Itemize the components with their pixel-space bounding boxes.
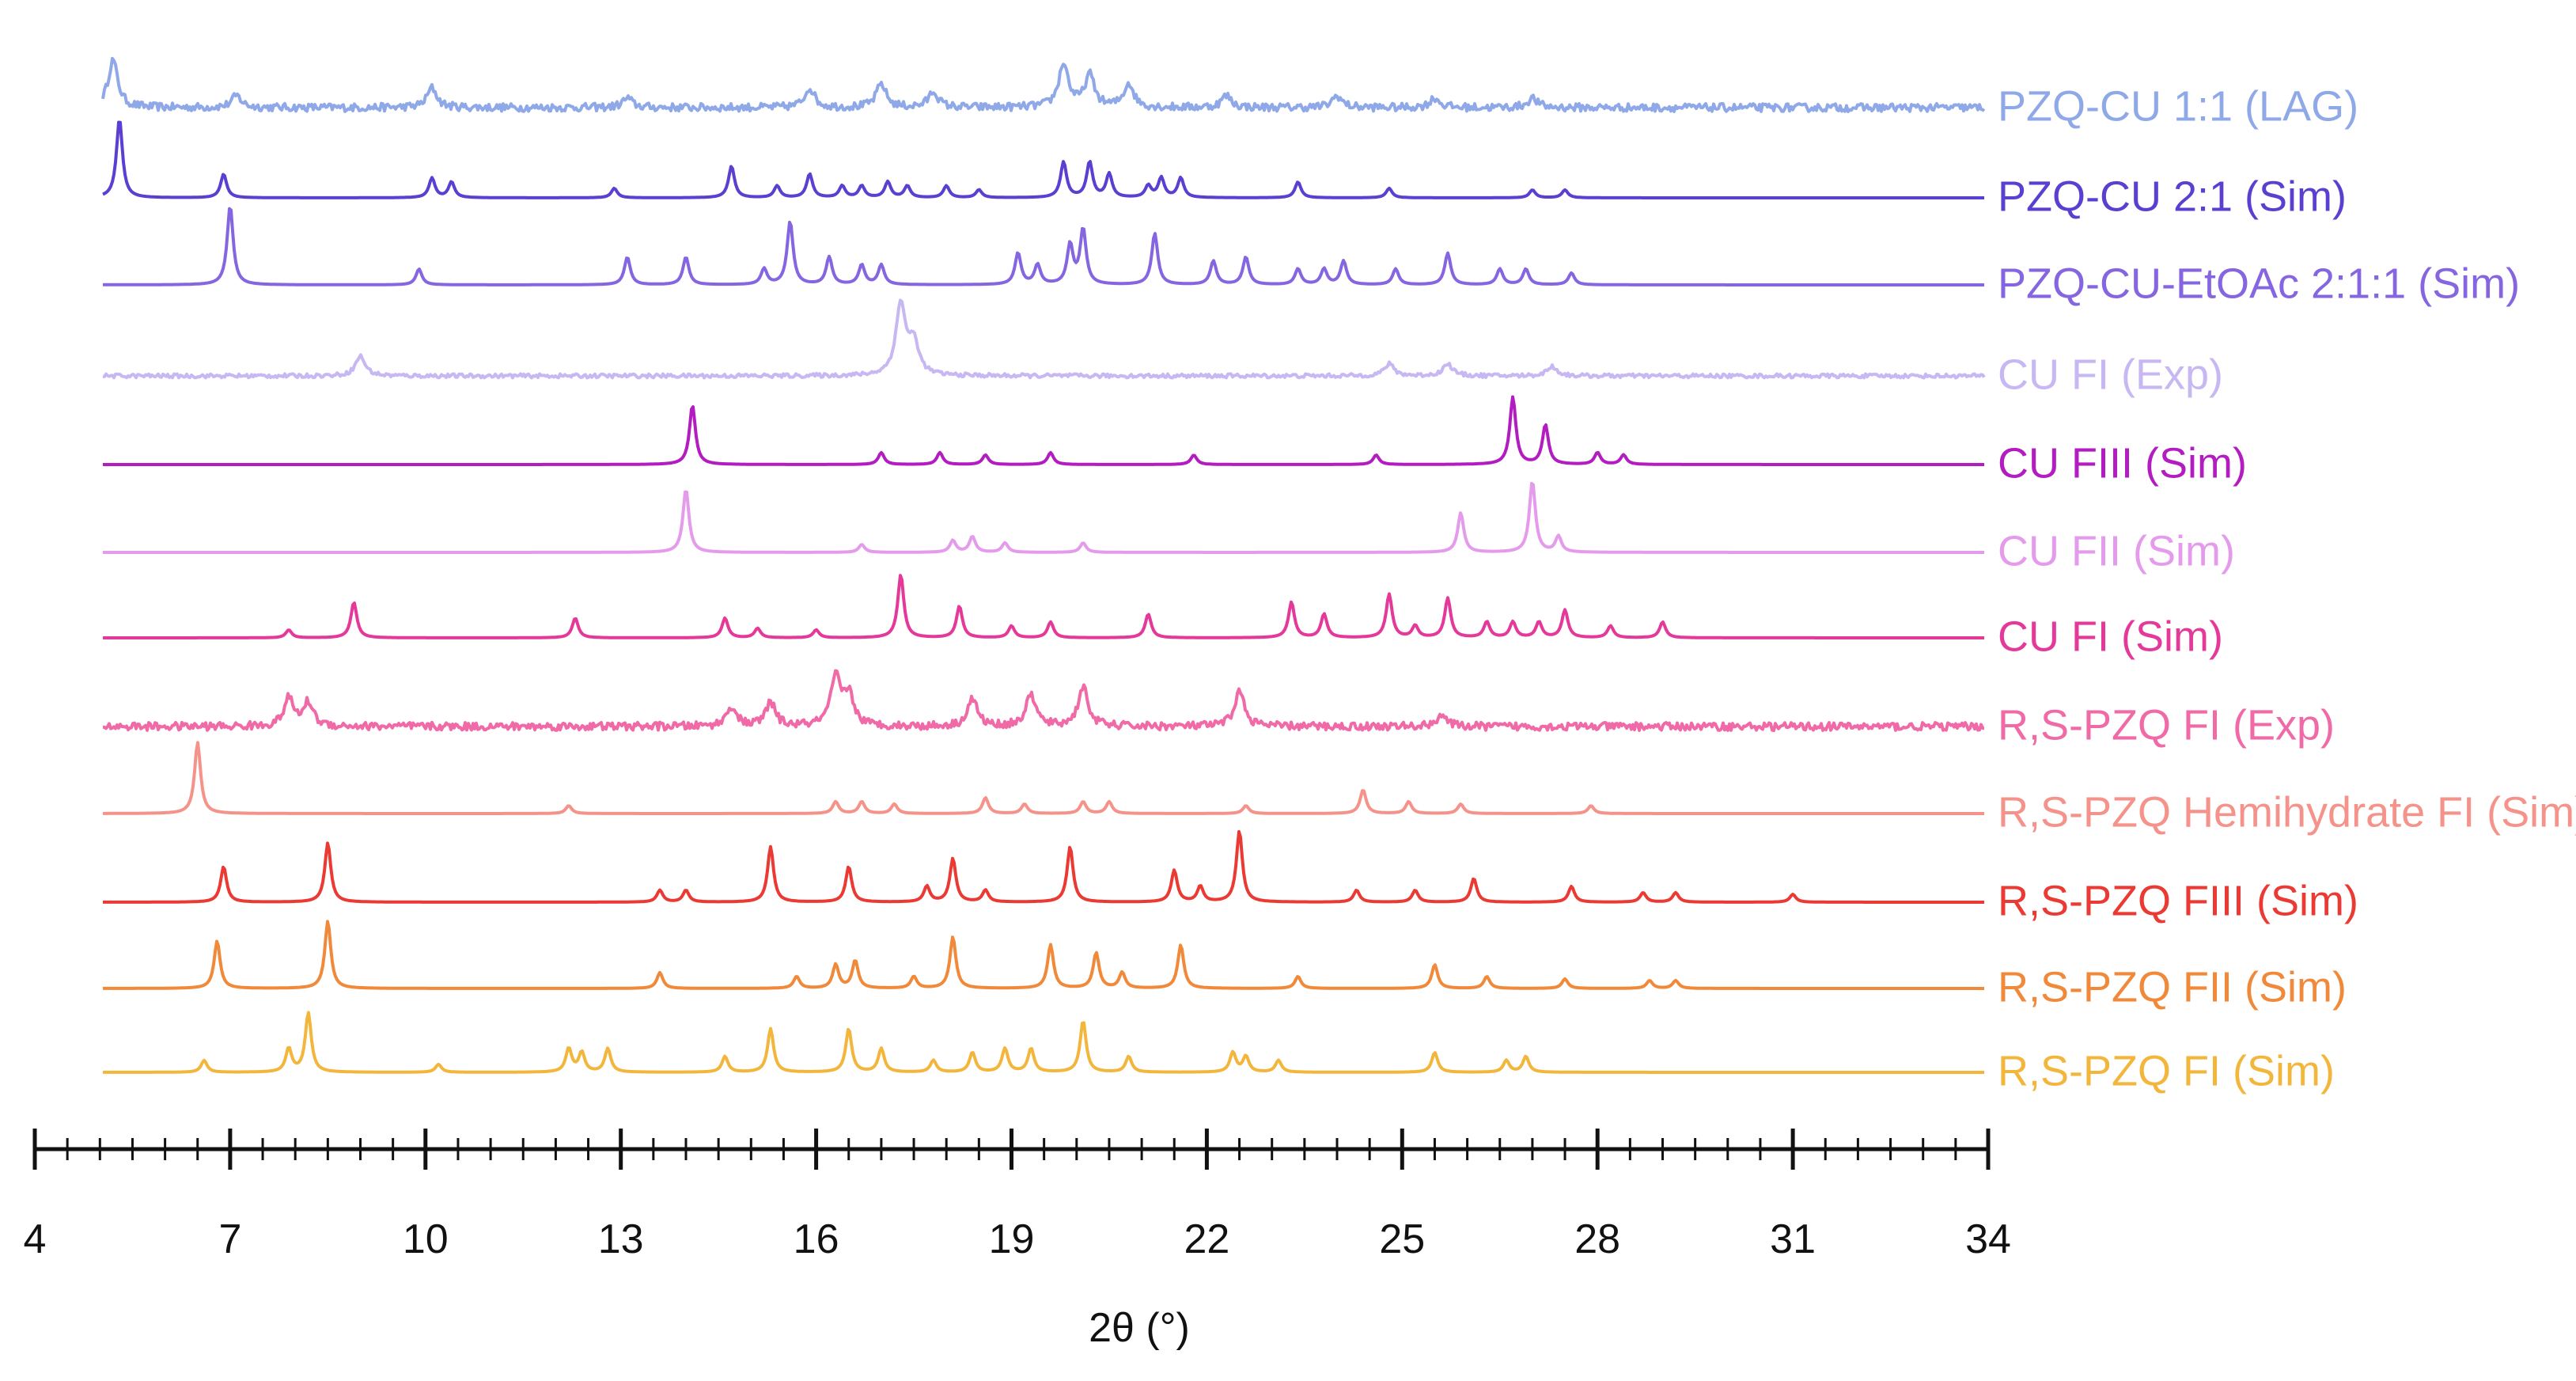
x-tick-label: 25 xyxy=(1379,1216,1425,1262)
series-label-7: CU FI (Sim) xyxy=(1998,613,2223,660)
series-label-4: CU FI (Exp) xyxy=(1998,351,2223,398)
trace-3 xyxy=(103,207,1984,286)
x-tick-label: 19 xyxy=(989,1216,1035,1262)
trace-2 xyxy=(102,120,1984,199)
x-tick-label: 28 xyxy=(1574,1216,1620,1262)
series-label-9: R,S-PZQ Hemihydrate FI (Sim) xyxy=(1998,788,2576,836)
x-tick-label: 16 xyxy=(794,1216,839,1262)
x-axis-tick-labels: 4 7 10 13 16 19 22 25 28 31 34 xyxy=(24,1216,2011,1262)
x-axis-ticks xyxy=(32,1129,1991,1170)
trace-4 xyxy=(102,298,1986,380)
series-label-5: CU FIII (Sim) xyxy=(1998,439,2247,487)
series-label-1: PZQ-CU 1:1 (LAG) xyxy=(1998,82,2358,130)
pattern-traces xyxy=(101,56,1986,1074)
trace-8 xyxy=(103,669,1985,732)
series-label-3: PZQ-CU-EtOAc 2:1:1 (Sim) xyxy=(1998,260,2520,307)
trace-5 xyxy=(103,395,1984,466)
x-tick-label: 13 xyxy=(598,1216,644,1262)
trace-1 xyxy=(101,56,1986,113)
series-label-2: PZQ-CU 2:1 (Sim) xyxy=(1998,173,2347,220)
x-tick-label: 10 xyxy=(403,1216,449,1262)
trace-12 xyxy=(103,1011,1984,1074)
x-tick-label: 31 xyxy=(1770,1216,1816,1262)
trace-10 xyxy=(103,829,1984,904)
series-labels: PZQ-CU 1:1 (LAG) PZQ-CU 2:1 (Sim) PZQ-CU-E… xyxy=(1998,82,2576,1095)
series-label-6: CU FII (Sim) xyxy=(1998,527,2235,575)
x-axis-title: 2θ (°) xyxy=(1089,1305,1190,1351)
x-tick-label: 22 xyxy=(1184,1216,1229,1262)
series-label-11: R,S-PZQ FII (Sim) xyxy=(1998,963,2347,1011)
trace-9 xyxy=(103,741,1984,815)
trace-11 xyxy=(103,920,1984,990)
series-label-8: R,S-PZQ FI (Exp) xyxy=(1998,701,2335,749)
series-label-12: R,S-PZQ FI (Sim) xyxy=(1998,1047,2335,1095)
trace-6 xyxy=(103,481,1984,554)
x-tick-label: 4 xyxy=(24,1216,47,1262)
x-tick-label: 7 xyxy=(218,1216,241,1262)
trace-7 xyxy=(103,574,1984,639)
x-axis: 4 7 10 13 16 19 22 25 28 31 34 xyxy=(24,1129,2011,1262)
series-label-10: R,S-PZQ FIII (Sim) xyxy=(1998,877,2358,924)
x-tick-label: 34 xyxy=(1965,1216,2011,1262)
